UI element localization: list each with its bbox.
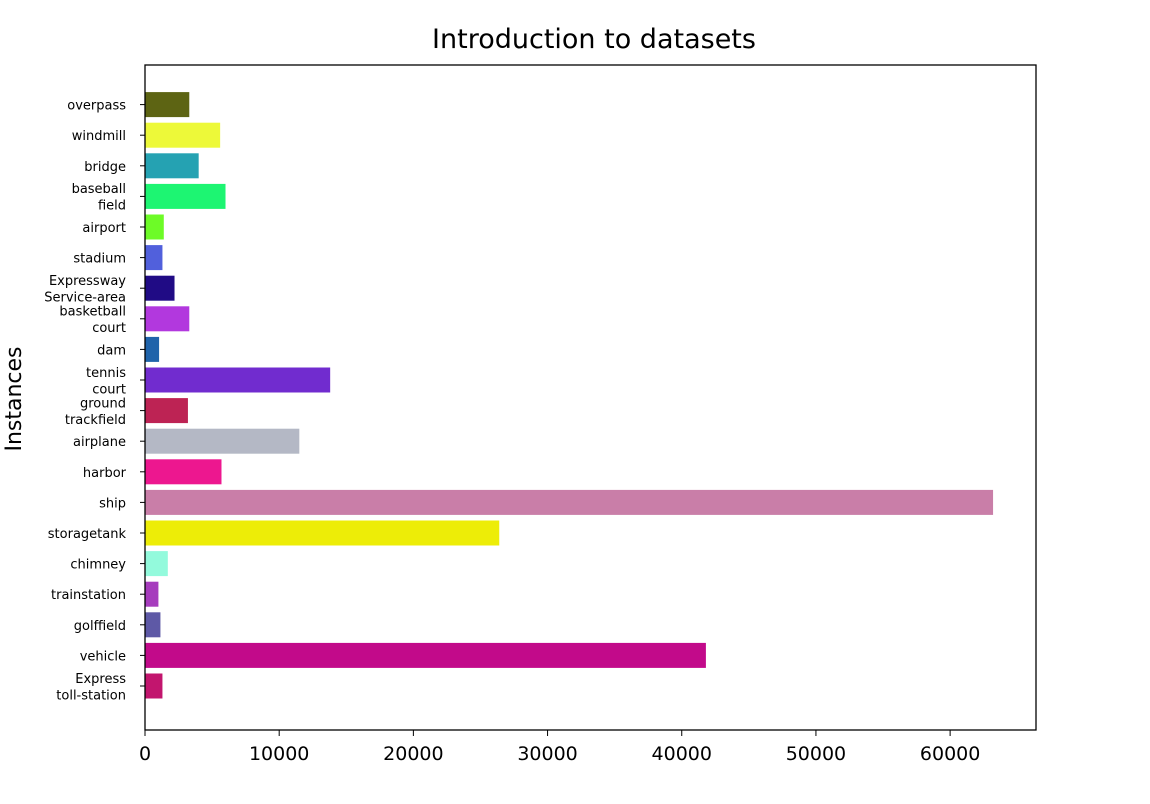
y-tick-label-stadium: stadium [73, 252, 126, 267]
y-tick-label-tennis-court: tennis court [86, 366, 126, 398]
x-tick-label-30000: 30000 [517, 743, 577, 765]
x-tick-label-40000: 40000 [652, 743, 712, 765]
x-tick-label-20000: 20000 [383, 743, 443, 765]
y-tick-label-harbor: harbor [83, 466, 127, 481]
bar-basketball-court [145, 306, 190, 332]
bar-baseball-field [145, 183, 226, 209]
y-tick-label-express-toll-station: Express toll-station [56, 672, 126, 704]
bar-dam [145, 336, 160, 362]
y-tick-label-dam: dam [97, 343, 126, 358]
x-tick-label-0: 0 [139, 743, 151, 765]
bar-tennis-court [145, 367, 331, 393]
bar-ship [145, 489, 994, 515]
bar-express-toll-station [145, 673, 163, 699]
y-tick-label-vehicle: vehicle [80, 649, 126, 664]
bar-chimney [145, 551, 168, 577]
bar-ground-trackfield [145, 398, 188, 424]
x-tick-label-60000: 60000 [920, 743, 980, 765]
y-tick-label-storagetank: storagetank [48, 527, 127, 542]
y-tick-label-trainstation: trainstation [51, 588, 126, 603]
y-tick-label-chimney: chimney [70, 558, 126, 573]
y-tick-label-overpass: overpass [67, 99, 126, 114]
y-ticks: Express toll-station vehicle golffield train… [44, 99, 145, 704]
y-tick-label-windmill: windmill [72, 129, 126, 144]
x-tick-label-10000: 10000 [249, 743, 309, 765]
y-tick-label-airport: airport [82, 221, 126, 236]
bar-vehicle [145, 642, 706, 668]
bar-airplane [145, 428, 300, 454]
bar-expressway-service-area [145, 275, 175, 301]
bar-windmill [145, 122, 221, 148]
bar-storagetank [145, 520, 500, 546]
y-tick-label-expressway-service-area: Expressway Service-area [44, 274, 126, 306]
y-tick-label-basketball-court: basketball court [59, 305, 126, 337]
chart-title: Introduction to datasets [432, 24, 756, 55]
y-axis-label: Instances [2, 346, 27, 451]
bar-overpass [145, 92, 190, 118]
bar-trainstation [145, 581, 159, 607]
y-tick-label-baseball-field: baseball field [72, 182, 126, 214]
y-tick-label-ground-trackfield: ground trackfield [65, 396, 126, 428]
y-tick-label-bridge: bridge [84, 160, 126, 175]
bars-layer [145, 92, 994, 699]
y-tick-label-ship: ship [99, 496, 126, 511]
y-tick-label-airplane: airplane [73, 435, 126, 450]
bar-bridge [145, 153, 199, 179]
x-tick-label-50000: 50000 [786, 743, 846, 765]
plot-frame [144, 64, 1037, 731]
bar-harbor [145, 459, 222, 485]
bar-golffield [145, 612, 161, 638]
x-ticks: 0 10000 20000 30000 40000 50000 60000 [139, 730, 980, 765]
bar-airport [145, 214, 164, 240]
y-tick-label-golffield: golffield [74, 619, 126, 634]
bar-stadium [145, 245, 163, 271]
